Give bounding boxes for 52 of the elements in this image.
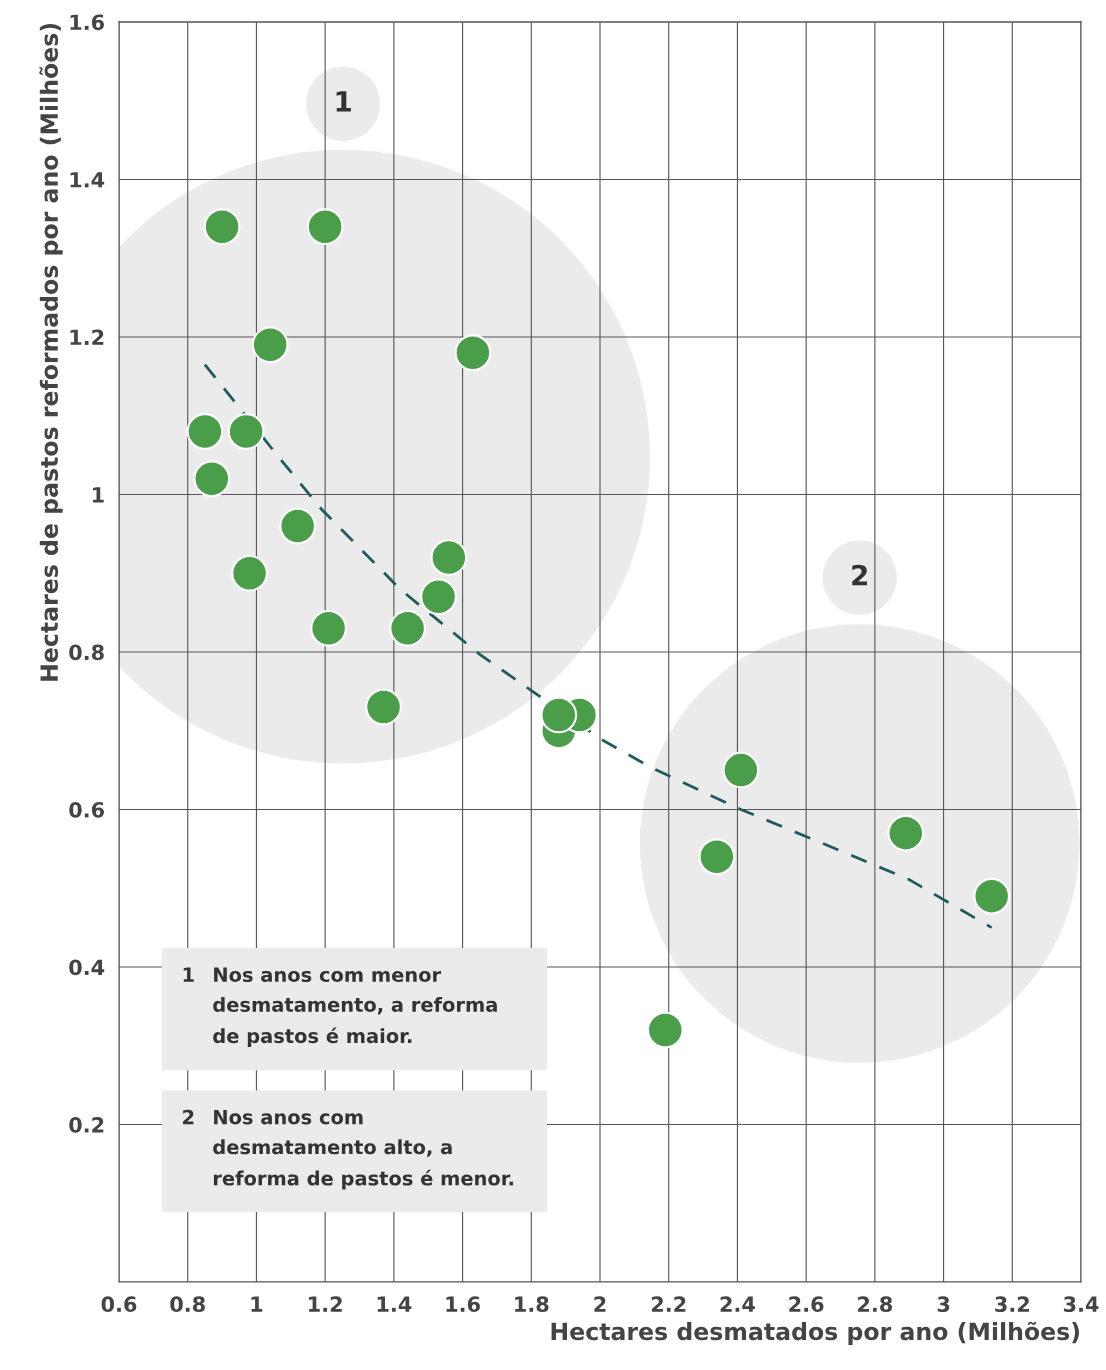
point: [420, 578, 457, 616]
point: [722, 751, 760, 789]
x-tick-label: 1.6: [446, 1296, 480, 1313]
x-tick-label: 1.8: [515, 1296, 549, 1313]
y-tick-label: 0.2: [69, 1116, 104, 1133]
point: [430, 539, 468, 576]
x-axis-title: Hectares desmatados por ano (Milhões): [551, 1321, 1079, 1345]
point: [365, 688, 402, 726]
x-tick-label: 0.8: [170, 1296, 205, 1313]
x-tick-label: 2.8: [858, 1296, 893, 1313]
x-tick-label: 1.2: [309, 1296, 342, 1312]
x-tick-label: 1: [251, 1296, 263, 1312]
y-tick-label: 0.4: [69, 959, 105, 976]
point: [646, 1011, 684, 1049]
annotation: 1: [336, 91, 351, 112]
point: [251, 326, 289, 364]
x-tick-label: 3: [937, 1296, 950, 1313]
point: [698, 838, 736, 876]
point: [227, 413, 265, 450]
annotation: Nos anos com desmatamento alto, a reforma de pastos é menor.: [213, 1110, 513, 1190]
x-tick-label: 2.6: [789, 1296, 824, 1313]
x-tick-label: 0.6: [101, 1296, 137, 1313]
point: [540, 696, 578, 734]
y-tick-label: 1: [92, 487, 104, 503]
point: [454, 334, 492, 372]
y-tick-label: 1.4: [70, 172, 105, 188]
y-tick-label: 1.2: [70, 329, 104, 345]
point: [887, 814, 925, 852]
annotation: 2: [183, 1109, 194, 1125]
y-tick-label: 0.8: [69, 644, 104, 661]
x-tick-label: 2.2: [651, 1296, 686, 1312]
x-tick-label: 2.4: [720, 1296, 755, 1312]
y-tick-label: 0.6: [69, 801, 104, 818]
point: [203, 208, 241, 246]
annotation: 2: [852, 564, 867, 586]
x-tick-label: 3.4: [1063, 1296, 1099, 1313]
point: [193, 460, 231, 498]
annotation: 1: [183, 967, 194, 982]
point: [306, 208, 344, 246]
y-axis-title: Hectares de pastos reformados por ano (Milhões): [39, 23, 63, 681]
point: [186, 413, 224, 450]
line-series: [203, 363, 994, 930]
point: [231, 554, 268, 592]
x-tick-label: 1.4: [377, 1296, 412, 1312]
point: [279, 507, 316, 545]
annotation: Nos anos com menor desmatamento, a reforma de pastos é maior.: [213, 967, 497, 1047]
y-tick-label: 1.6: [70, 14, 104, 31]
x-tick-label: 2: [594, 1296, 606, 1312]
x-tick-label: 3.2: [995, 1296, 1029, 1313]
point: [310, 610, 347, 647]
point: [389, 610, 426, 647]
point: [973, 877, 1011, 915]
